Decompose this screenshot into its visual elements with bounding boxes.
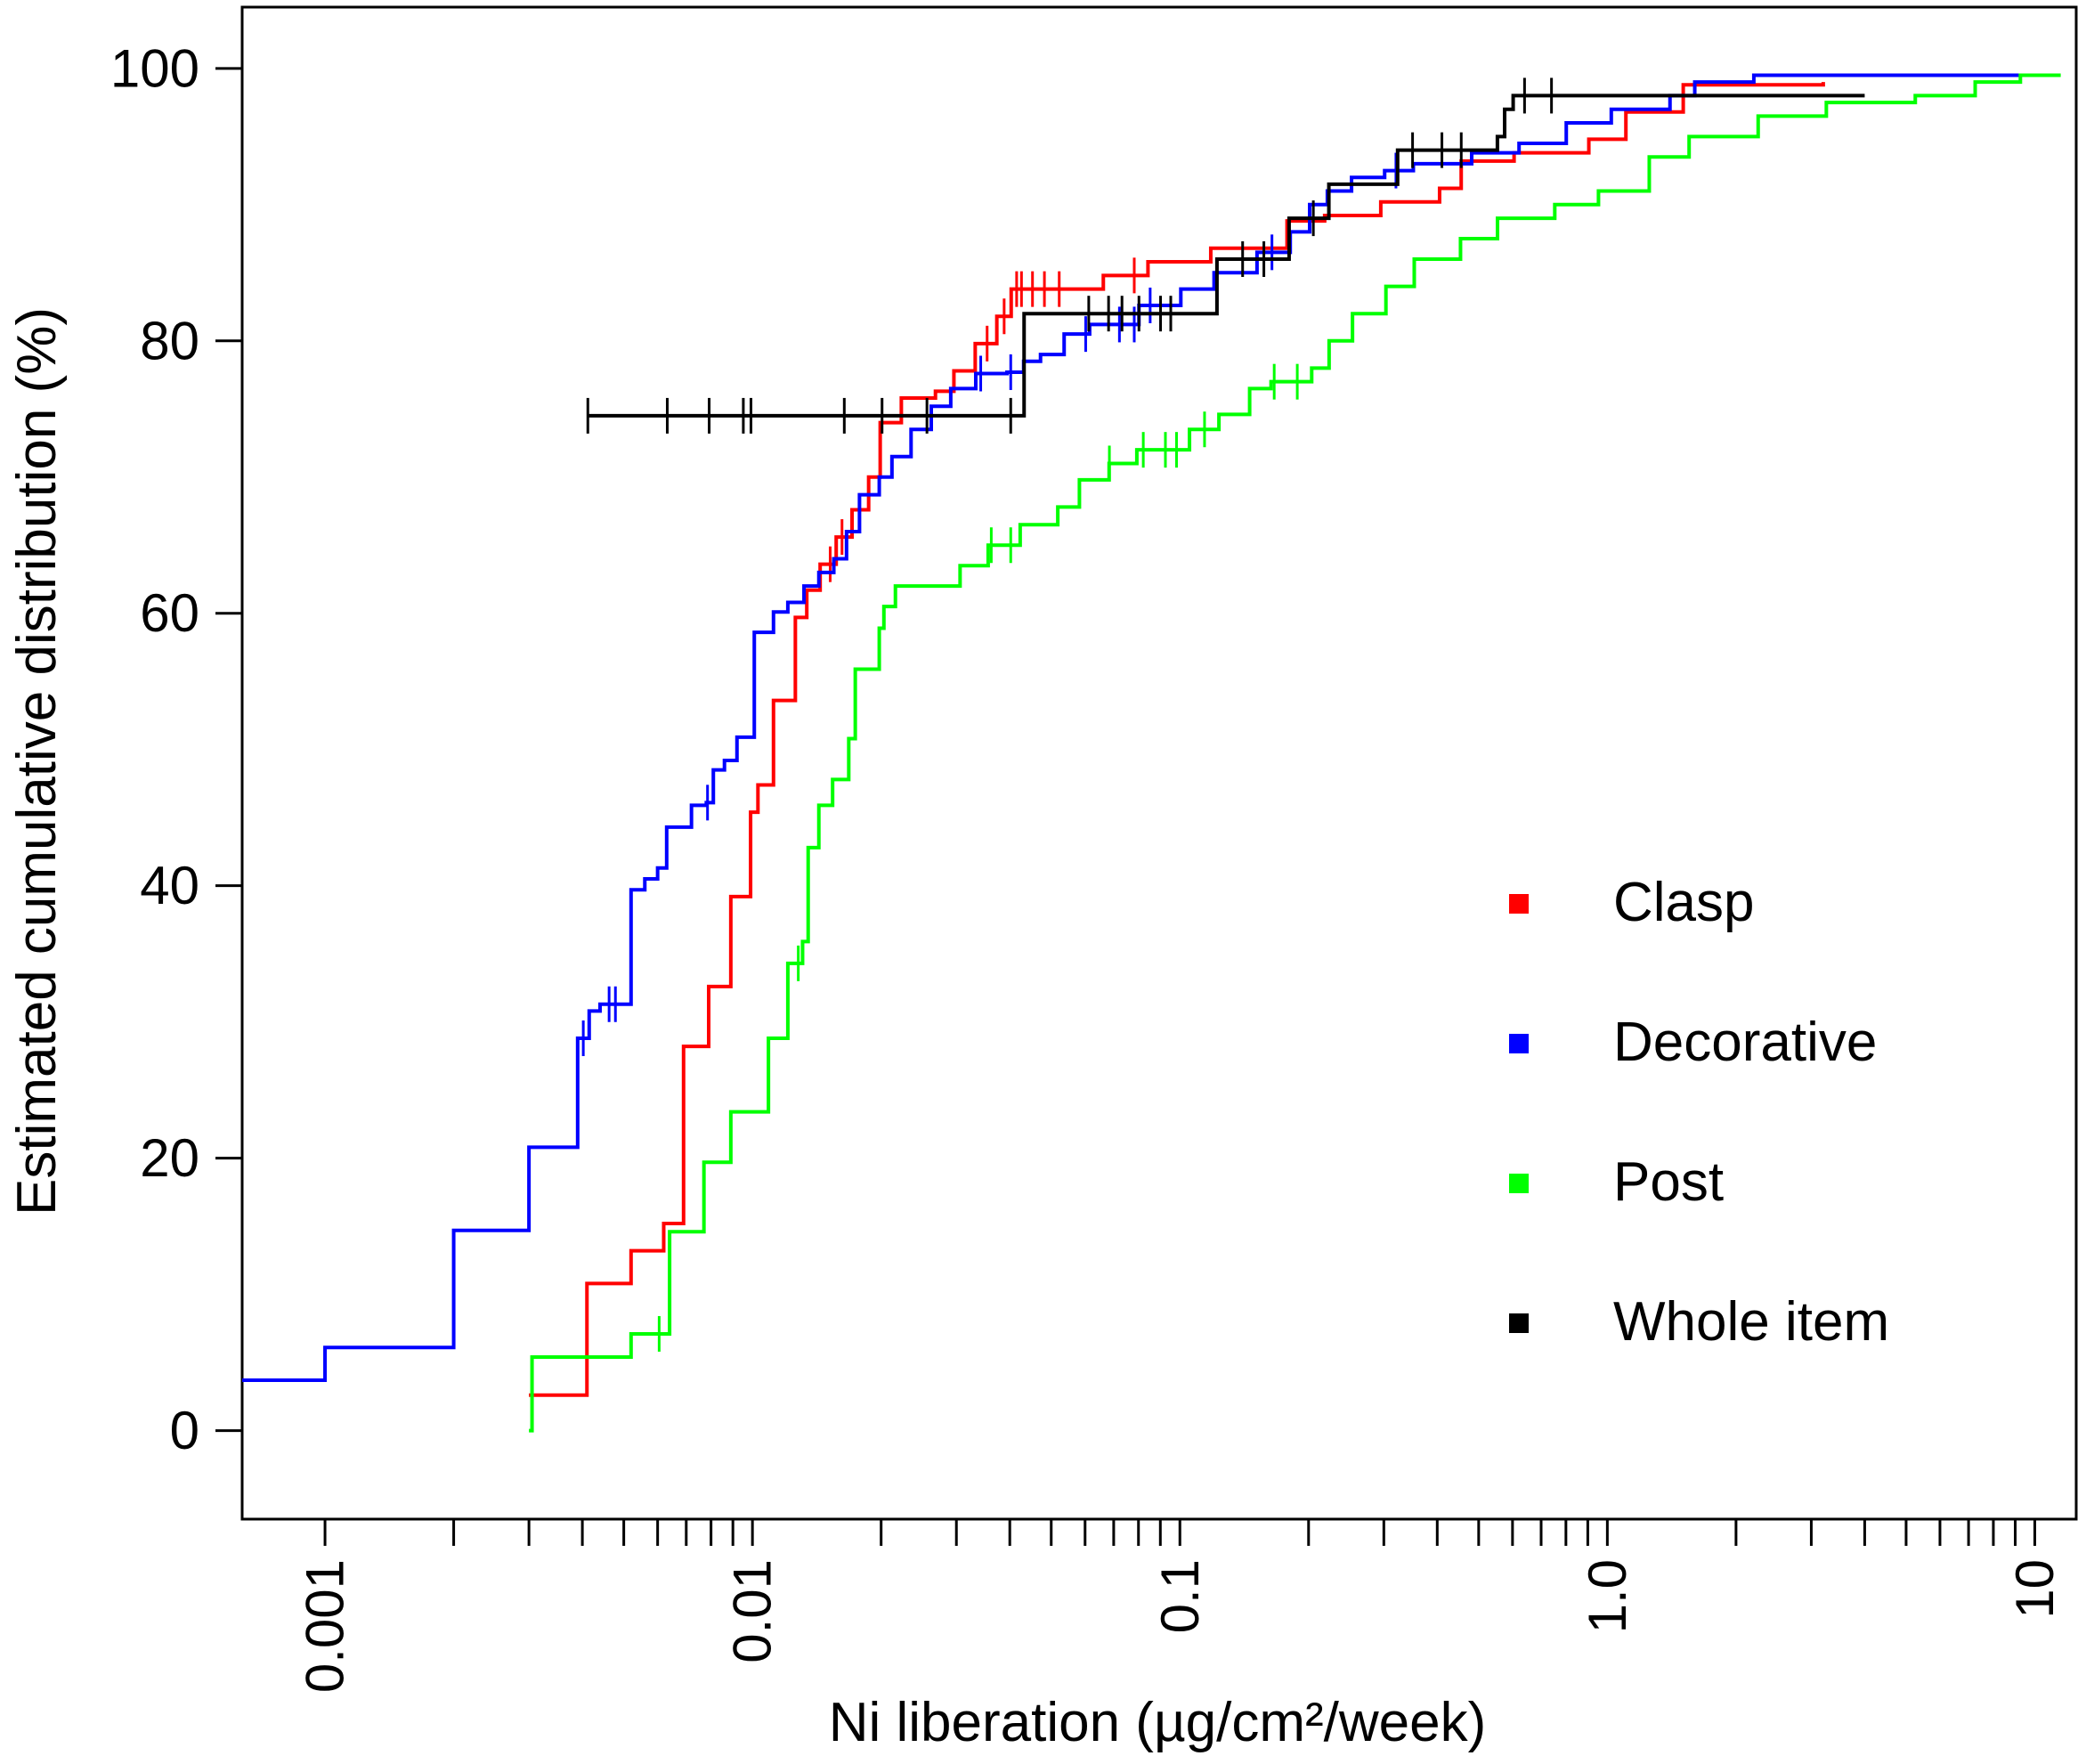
y-axis-title: Estimated cumulative distribution (%) bbox=[6, 307, 68, 1215]
legend-swatch-decorative bbox=[1509, 1034, 1529, 1053]
legend-swatch-whole-item bbox=[1509, 1313, 1529, 1333]
series-layer bbox=[242, 73, 2061, 1433]
y-tick-label: 0 bbox=[170, 1401, 199, 1460]
series-clasp bbox=[529, 82, 1825, 1397]
legend-label-post: Post bbox=[1613, 1151, 1724, 1213]
series-line-post bbox=[529, 73, 2061, 1433]
x-axis-title: Ni liberation (µg/cm²/week) bbox=[829, 1692, 1487, 1753]
x-axis: 0.001 0.01 0.1 1.0 10 bbox=[296, 1519, 2065, 1693]
y-tick-label: 20 bbox=[140, 1128, 199, 1188]
x-tick-label: 0.1 bbox=[1150, 1559, 1210, 1633]
y-tick-label: 40 bbox=[140, 856, 199, 915]
x-tick-label: 1.0 bbox=[1578, 1559, 1637, 1633]
x-tick-label: 0.01 bbox=[723, 1559, 783, 1663]
legend-label-whole-item: Whole item bbox=[1613, 1291, 1889, 1353]
legend-label-decorative: Decorative bbox=[1613, 1012, 1877, 1073]
series-line-whole-item bbox=[587, 93, 1865, 418]
y-tick-label: 100 bbox=[110, 38, 199, 98]
series-line-clasp bbox=[529, 82, 1825, 1397]
x-tick-label: 0.001 bbox=[296, 1559, 355, 1693]
series-whole-item bbox=[586, 77, 1865, 434]
legend: Clasp Decorative Post Whole item bbox=[1509, 872, 1889, 1353]
legend-label-clasp: Clasp bbox=[1613, 872, 1755, 933]
series-post bbox=[529, 73, 2061, 1433]
series-decorative bbox=[242, 73, 2020, 1382]
legend-swatch-clasp bbox=[1509, 894, 1529, 914]
y-tick-label: 80 bbox=[140, 311, 199, 370]
y-axis: 0 20 40 60 80 100 bbox=[110, 38, 242, 1460]
y-tick-label: 60 bbox=[140, 583, 199, 643]
legend-swatch-post bbox=[1509, 1174, 1529, 1193]
x-tick-label: 10 bbox=[2005, 1559, 2065, 1619]
series-line-decorative bbox=[242, 73, 2020, 1382]
